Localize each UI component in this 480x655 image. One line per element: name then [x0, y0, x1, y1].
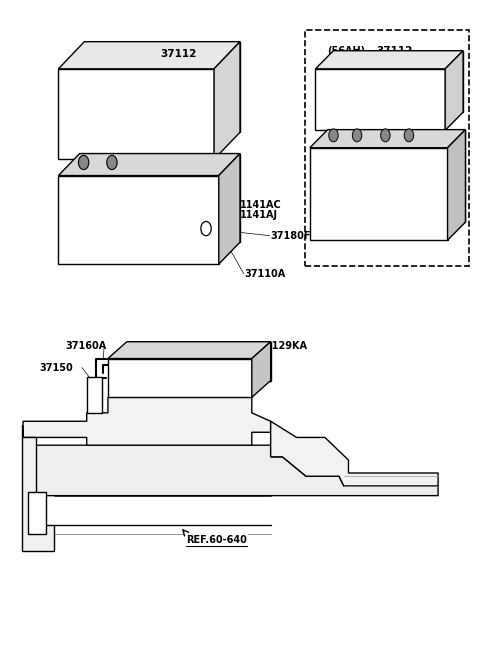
- Polygon shape: [252, 342, 271, 398]
- Text: 37150: 37150: [39, 363, 73, 373]
- Polygon shape: [59, 153, 240, 176]
- Bar: [28, 493, 46, 534]
- Polygon shape: [315, 50, 463, 69]
- Polygon shape: [310, 148, 447, 240]
- Polygon shape: [80, 153, 240, 242]
- Text: 37112: 37112: [377, 46, 413, 56]
- Polygon shape: [23, 398, 271, 445]
- Bar: [305, 30, 469, 266]
- Polygon shape: [328, 130, 466, 222]
- Polygon shape: [214, 42, 240, 159]
- Polygon shape: [59, 176, 219, 264]
- Polygon shape: [445, 50, 463, 130]
- Polygon shape: [127, 342, 271, 381]
- Text: 1129KA: 1129KA: [266, 341, 308, 350]
- Text: REF.60-640: REF.60-640: [186, 534, 247, 544]
- Circle shape: [78, 155, 89, 170]
- Polygon shape: [84, 42, 240, 132]
- Text: 37180F: 37180F: [271, 231, 311, 240]
- Polygon shape: [59, 69, 214, 159]
- Polygon shape: [108, 342, 271, 358]
- Circle shape: [381, 129, 390, 141]
- Circle shape: [329, 129, 338, 141]
- Polygon shape: [315, 69, 445, 130]
- Circle shape: [201, 221, 211, 236]
- Polygon shape: [59, 42, 240, 69]
- Circle shape: [404, 129, 414, 141]
- Polygon shape: [271, 421, 438, 486]
- Polygon shape: [23, 445, 438, 496]
- Text: 37112: 37112: [160, 49, 197, 59]
- Text: 37110A: 37110A: [382, 180, 423, 190]
- Polygon shape: [447, 130, 466, 240]
- Polygon shape: [87, 377, 102, 413]
- Text: 1141AC: 1141AC: [240, 200, 282, 210]
- Polygon shape: [22, 424, 54, 551]
- Polygon shape: [334, 50, 463, 112]
- Circle shape: [107, 155, 117, 170]
- Polygon shape: [219, 153, 240, 264]
- Text: 37110A: 37110A: [245, 269, 286, 280]
- Polygon shape: [310, 130, 466, 148]
- Text: 37160A: 37160A: [65, 341, 107, 350]
- Circle shape: [352, 129, 362, 141]
- Text: (56AH): (56AH): [327, 46, 365, 56]
- Polygon shape: [108, 358, 252, 398]
- Text: 1141AJ: 1141AJ: [240, 210, 278, 220]
